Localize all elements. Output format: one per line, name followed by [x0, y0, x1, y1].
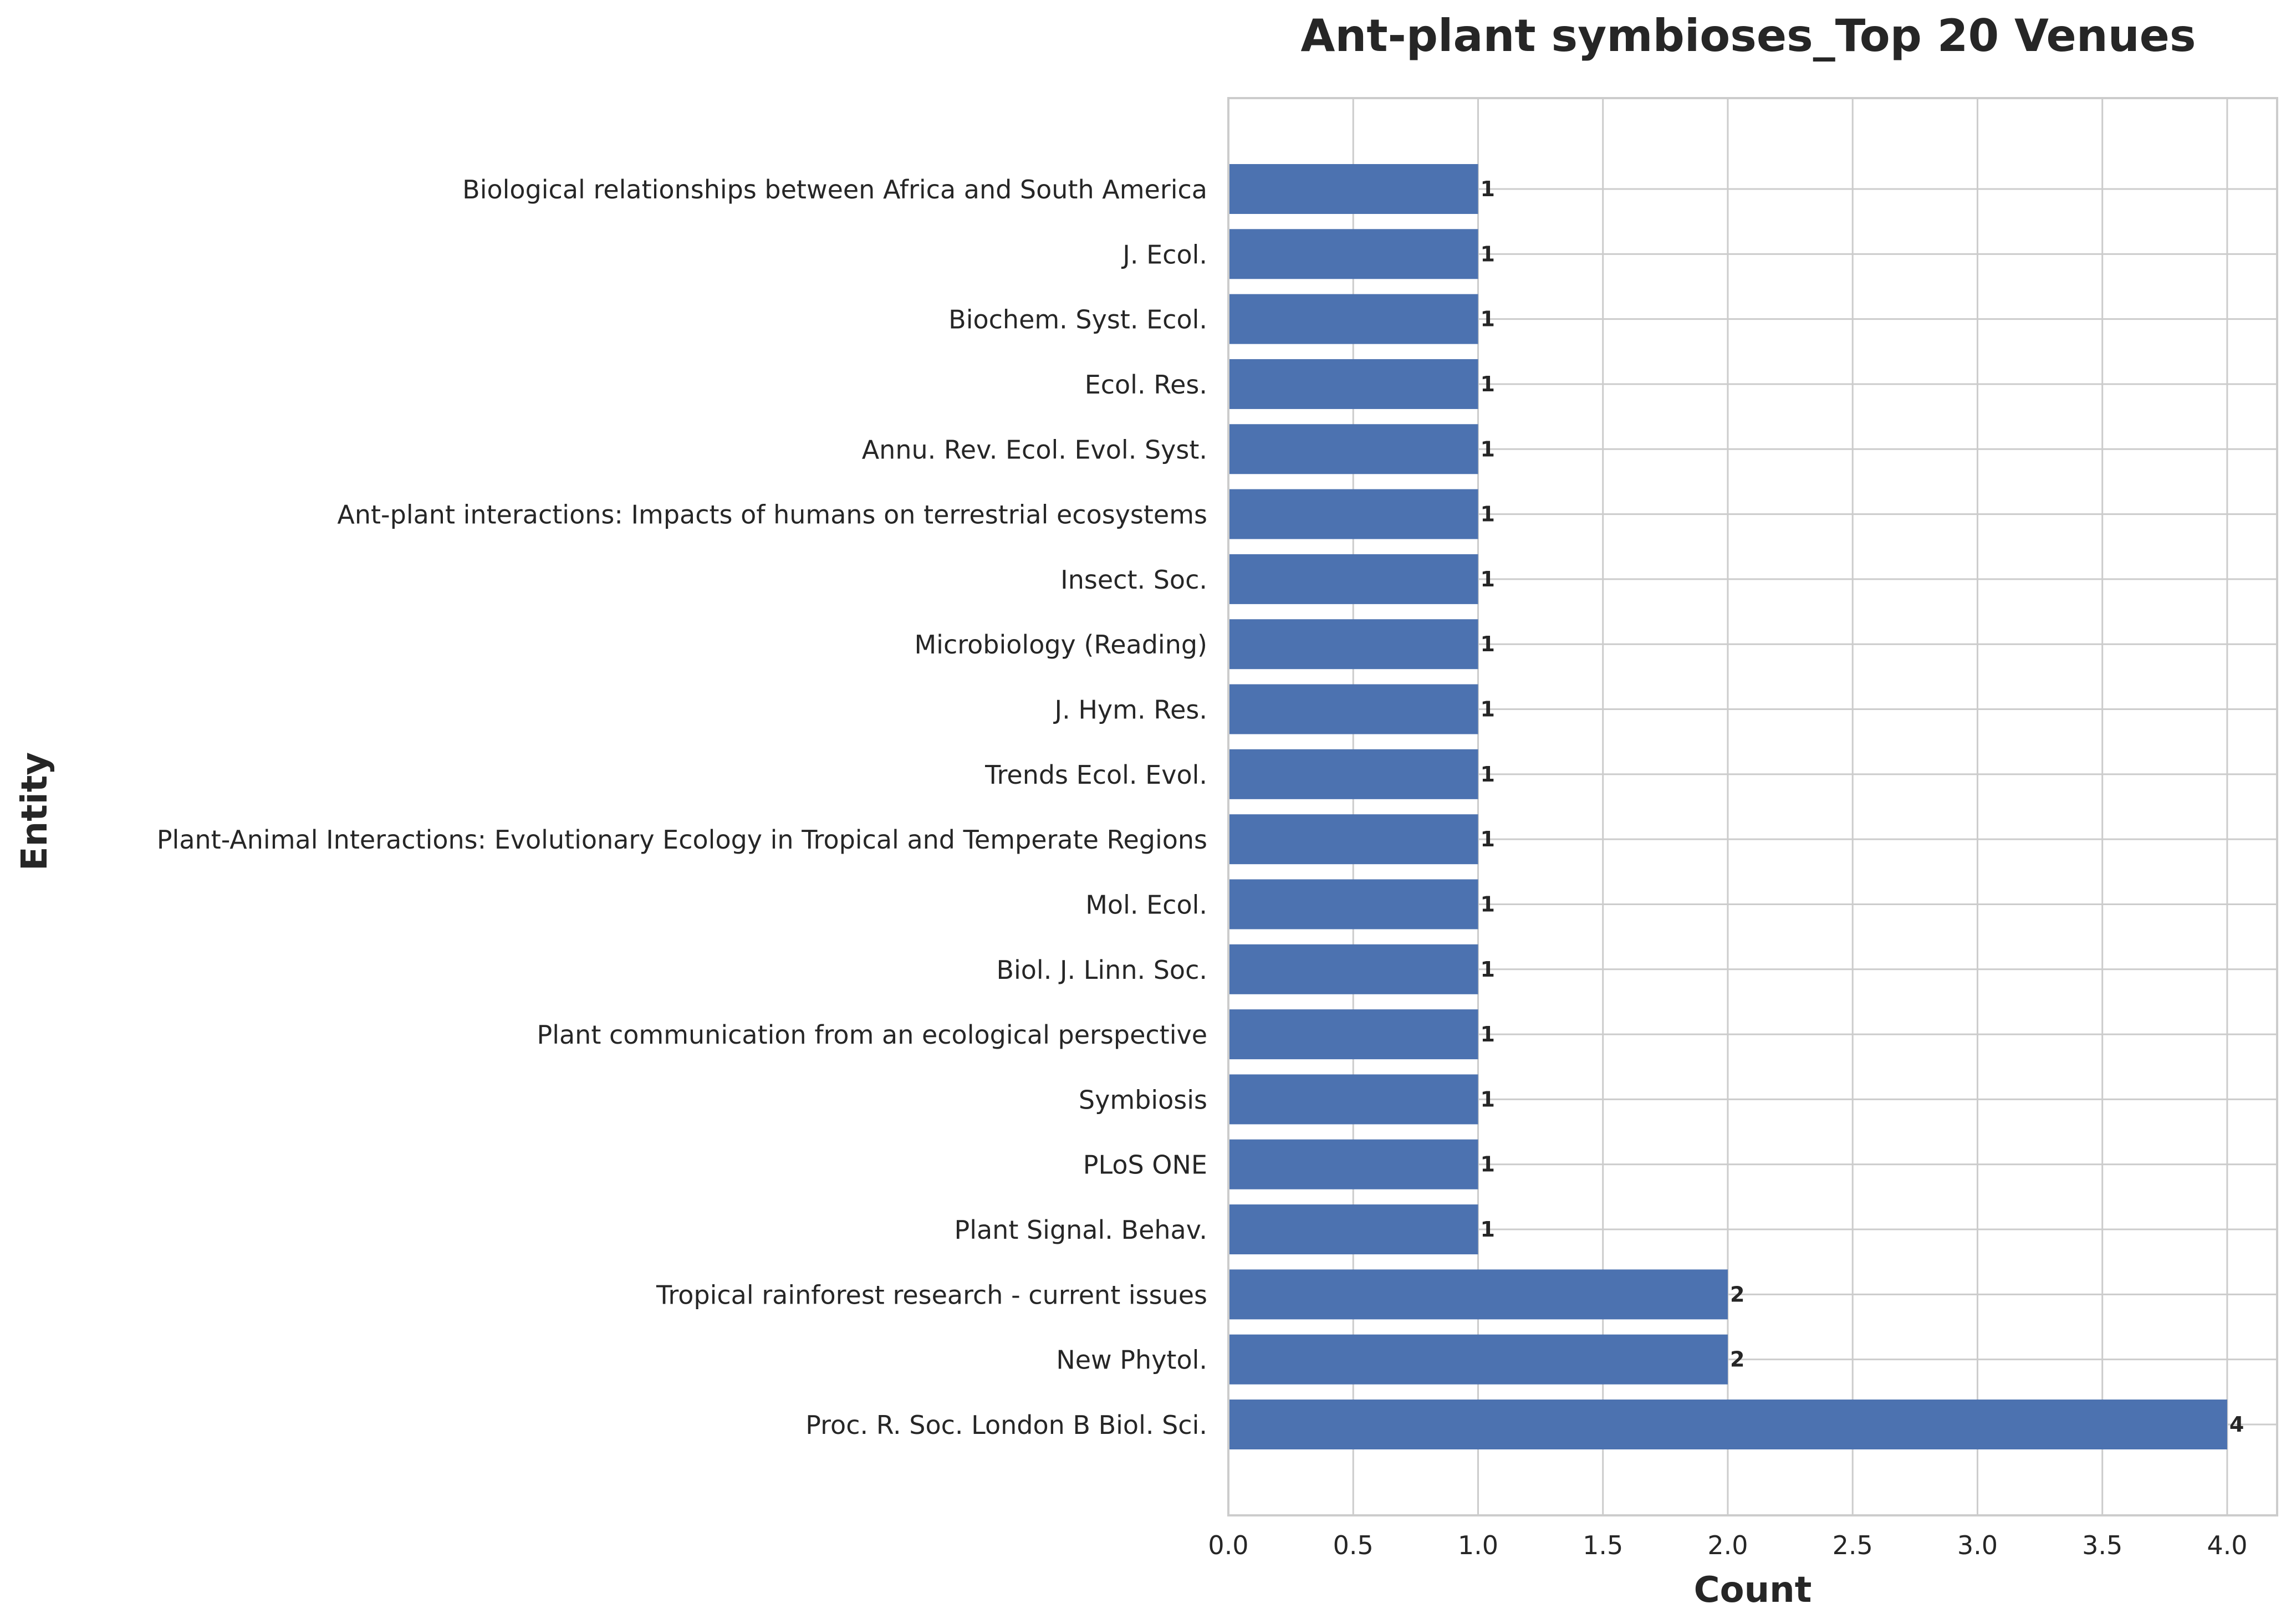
bar-value-label: 1 — [1480, 1087, 1494, 1111]
x-tick-label: 2.5 — [1833, 1530, 1873, 1560]
bar-value-label: 1 — [1480, 177, 1494, 201]
y-tick-label: Trends Ecol. Evol. — [984, 760, 1207, 790]
bar — [1228, 749, 1478, 799]
x-tick-label: 3.5 — [2082, 1530, 2122, 1560]
y-tick-label: Microbiology (Reading) — [914, 630, 1207, 660]
bar — [1228, 229, 1478, 279]
plot-frame — [1227, 97, 2278, 1516]
bar-value-label: 1 — [1480, 762, 1494, 787]
x-tick-label: 1.5 — [1583, 1530, 1623, 1560]
y-tick-label: Tropical rainforest research - current i… — [656, 1280, 1207, 1310]
x-tick-label: 2.0 — [1707, 1530, 1748, 1560]
bar-value-label: 1 — [1480, 632, 1494, 656]
bar-value-label: 1 — [1480, 697, 1494, 722]
x-tick-label: 0.0 — [1208, 1530, 1248, 1560]
bar-value-label: 1 — [1480, 957, 1494, 982]
bars — [1228, 164, 2227, 1449]
y-tick-label: Biol. J. Linn. Soc. — [996, 955, 1207, 985]
bar — [1228, 879, 1478, 930]
bar-value-label: 1 — [1480, 567, 1494, 591]
y-tick-label: Plant Signal. Behav. — [954, 1215, 1207, 1245]
bar — [1228, 164, 1478, 214]
bar-value-label: 1 — [1480, 437, 1494, 461]
bar-value-label: 1 — [1480, 307, 1494, 331]
y-tick-label: Symbiosis — [1079, 1085, 1207, 1115]
bar — [1228, 814, 1478, 865]
bar — [1228, 619, 1478, 670]
x-tick-label: 3.0 — [1957, 1530, 1998, 1560]
x-tick-label: 4.0 — [2207, 1530, 2247, 1560]
bar — [1228, 359, 1478, 409]
x-tick-label: 1.0 — [1458, 1530, 1498, 1560]
bar-value-label: 2 — [1730, 1282, 1744, 1306]
bar-value-label: 2 — [1730, 1347, 1744, 1372]
bar — [1228, 1400, 2227, 1449]
x-axis-title: Count — [1694, 1570, 1812, 1611]
bar — [1228, 554, 1478, 604]
bar-value-label: 1 — [1480, 502, 1494, 527]
bar-value-label: 1 — [1480, 892, 1494, 916]
x-tick-labels: 0.0 0.5 1.0 1.5 2.0 2.5 3.0 3.5 4.0 — [1208, 1530, 2247, 1560]
y-tick-label: Proc. R. Soc. London B Biol. Sci. — [805, 1410, 1207, 1440]
bar — [1228, 1009, 1478, 1060]
y-tick-label: Biochem. Syst. Ecol. — [948, 305, 1207, 335]
bar-value-label: 1 — [1480, 1152, 1494, 1177]
bar-value-label: 1 — [1480, 827, 1494, 851]
y-tick-label: PLoS ONE — [1083, 1150, 1207, 1180]
y-tick-label: J. Hym. Res. — [1053, 695, 1207, 725]
y-tick-label: Ant-plant interactions: Impacts of human… — [337, 500, 1207, 530]
bar-value-label: 4 — [2229, 1412, 2244, 1437]
bar — [1228, 1204, 1478, 1255]
y-tick-label: J. Ecol. — [1121, 239, 1207, 269]
bar — [1228, 1139, 1478, 1189]
bar — [1228, 1074, 1478, 1125]
y-tick-label: Mol. Ecol. — [1085, 890, 1207, 920]
y-tick-label: Annu. Rev. Ecol. Evol. Syst. — [862, 435, 1207, 464]
y-tick-label: Biological relationships between Africa … — [462, 175, 1207, 205]
bar — [1228, 944, 1478, 994]
x-tick-label: 0.5 — [1333, 1530, 1374, 1560]
y-tick-labels: Biological relationships between Africa … — [157, 175, 1207, 1440]
y-tick-label: Ecol. Res. — [1085, 370, 1207, 400]
bar — [1228, 1269, 1728, 1320]
bar — [1228, 424, 1478, 474]
y-tick-label: Plant communication from an ecological p… — [537, 1020, 1207, 1050]
bar-value-label: 1 — [1480, 1022, 1494, 1046]
bar-value-label: 1 — [1480, 1217, 1494, 1242]
bar-value-label: 1 — [1480, 242, 1494, 266]
bar — [1228, 684, 1478, 734]
bar-value-label: 1 — [1480, 372, 1494, 396]
y-tick-label: New Phytol. — [1056, 1345, 1207, 1375]
data-labels: 1 1 1 1 1 1 1 1 1 1 1 1 1 1 1 1 1 2 2 4 — [1480, 177, 2244, 1437]
bar — [1228, 294, 1478, 344]
bar — [1228, 489, 1478, 539]
y-tick-label: Insect. Soc. — [1060, 565, 1207, 595]
bar — [1228, 1334, 1728, 1385]
y-axis-title: Entity — [14, 752, 55, 871]
y-tick-label: Plant-Animal Interactions: Evolutionary … — [157, 825, 1207, 855]
chart-title: Ant-plant symbioses_Top 20 Venues — [1300, 10, 2196, 62]
